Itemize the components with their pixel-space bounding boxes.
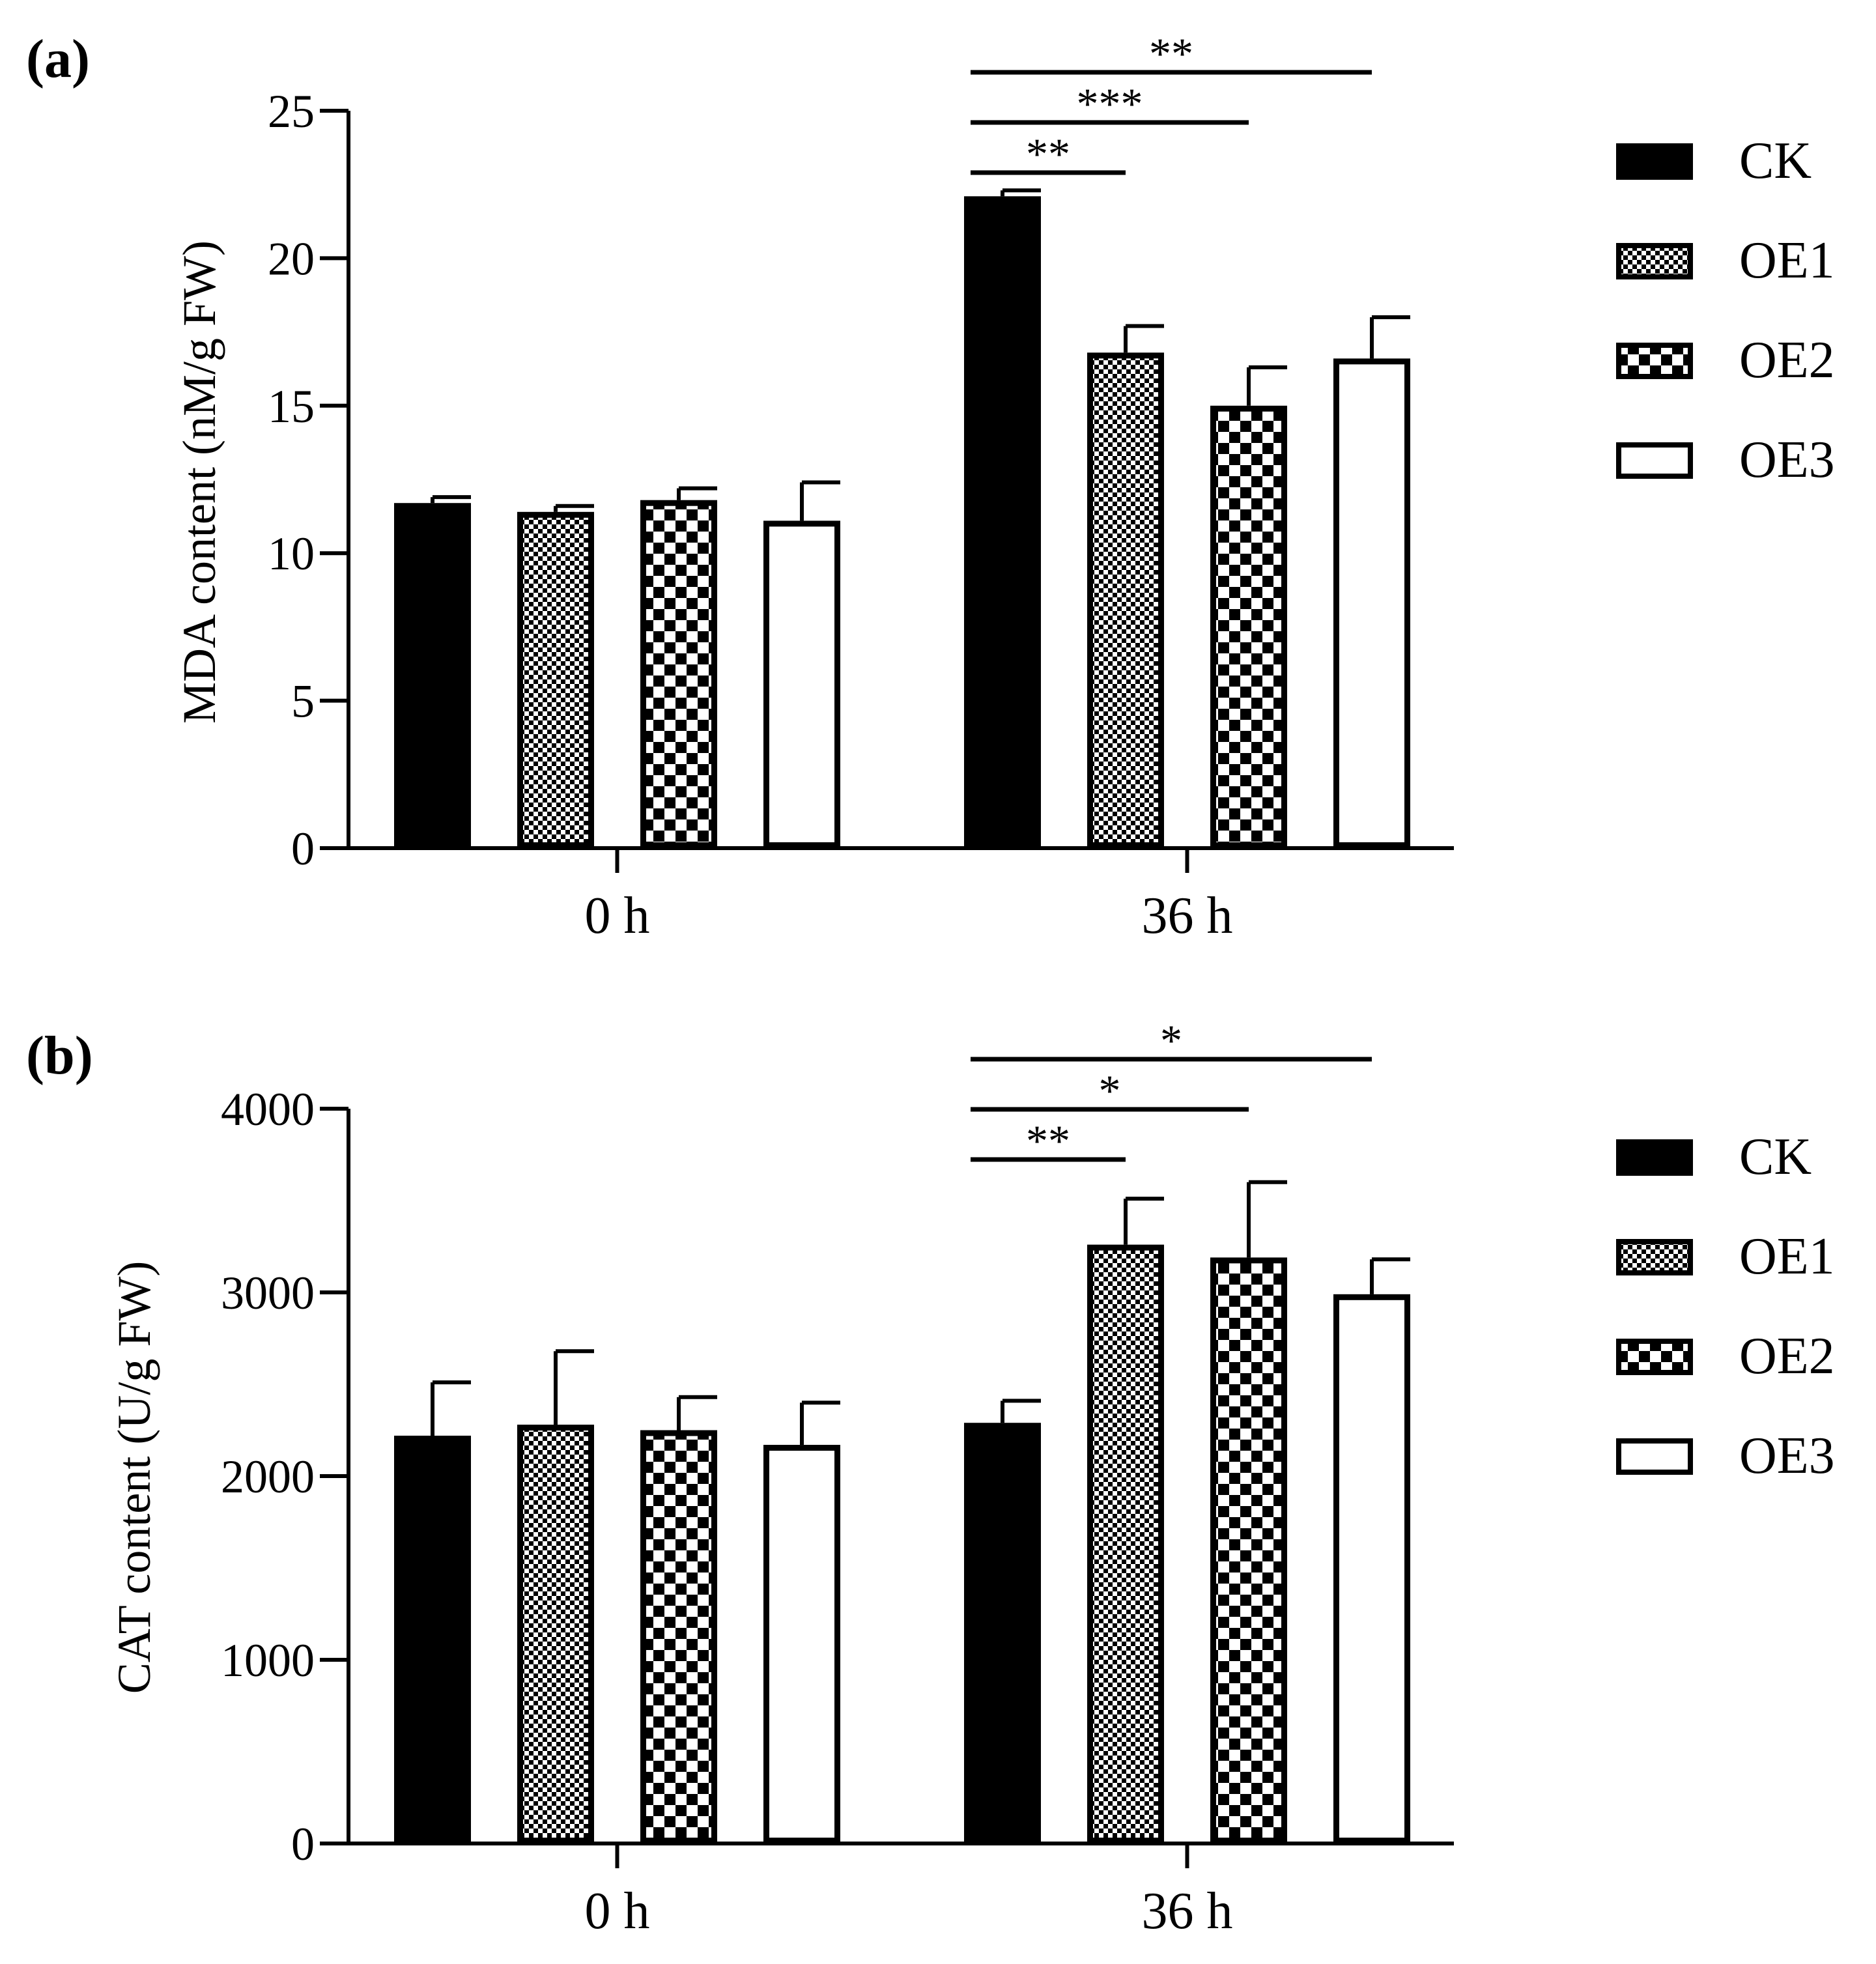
bar-ck	[394, 1435, 471, 1843]
y-tick-label: 0	[291, 823, 315, 875]
legend-label: OE2	[1739, 1328, 1835, 1385]
bar-oe1	[1087, 352, 1164, 848]
significance-label: **	[1026, 129, 1070, 178]
legend-swatch	[1616, 442, 1693, 479]
bar-ck	[964, 1423, 1041, 1843]
bar-oe2	[1210, 1257, 1287, 1844]
legend-label: OE2	[1739, 332, 1835, 389]
y-tick-label: 2000	[221, 1451, 315, 1503]
legend-label: CK	[1739, 132, 1812, 190]
y-tick-label: 0	[291, 1818, 315, 1870]
bar-oe2	[640, 500, 717, 848]
bars	[394, 1244, 1410, 1844]
bar-ck	[394, 503, 471, 848]
y-tick-label: 10	[268, 528, 315, 580]
panel-a: (a) MDA content (nM/g FW) 0 5 10 15 20 25 0 h 3…	[26, 29, 1835, 945]
bar-oe2	[640, 1430, 717, 1843]
significance-label: **	[1149, 29, 1193, 78]
bar-oe3	[1333, 358, 1410, 848]
axes: 0 1000 2000 3000 4000 0 h 36 h	[221, 1083, 1454, 1940]
significance-label: ***	[1077, 79, 1143, 128]
y-tick-label: 25	[268, 85, 315, 137]
legend: CK OE1 OE2 OE3	[1616, 1128, 1835, 1485]
bar-oe2	[1210, 405, 1287, 848]
panel-b: (b) CAT content (U/g FW) 0 1000 2000 3000 40…	[26, 1016, 1835, 1940]
y-axis-label: CAT content (U/g FW)	[108, 1261, 160, 1694]
x-tick-label: 36 h	[1142, 887, 1233, 945]
x-tick-label: 36 h	[1142, 1883, 1233, 1940]
legend-swatch	[1616, 1239, 1693, 1275]
y-tick-label: 5	[291, 676, 315, 728]
bar-oe1	[1087, 1244, 1164, 1844]
x-tick-label: 0 h	[585, 1883, 650, 1940]
legend-swatch	[1616, 1339, 1693, 1375]
bars	[394, 196, 1410, 849]
legend-swatch	[1616, 243, 1693, 279]
axes: 0 5 10 15 20 25 0 h 36 h	[268, 85, 1454, 945]
panel-label: (b)	[26, 1025, 93, 1086]
significance-label: *	[1160, 1016, 1182, 1065]
y-tick-label: 20	[268, 233, 315, 285]
legend-swatch	[1616, 143, 1693, 180]
legend-label: CK	[1739, 1128, 1812, 1186]
bar-oe3	[1333, 1294, 1410, 1843]
y-axis-label: MDA content (nM/g FW)	[173, 240, 225, 724]
significance-label: **	[1026, 1116, 1070, 1165]
legend-label: OE1	[1739, 232, 1835, 289]
x-tick-label: 0 h	[585, 887, 650, 945]
significance-brackets: *******	[971, 29, 1372, 178]
legend-swatch	[1616, 1438, 1693, 1475]
legend-swatch	[1616, 343, 1693, 379]
error-bars	[431, 1180, 1410, 1445]
bar-oe1	[517, 1425, 594, 1844]
bar-ck	[964, 196, 1041, 848]
legend-swatch	[1616, 1139, 1693, 1176]
legend: CK OE1 OE2 OE3	[1616, 132, 1835, 489]
error-bars	[431, 188, 1410, 521]
legend-label: OE1	[1739, 1228, 1835, 1285]
significance-brackets: ****	[971, 1016, 1372, 1165]
legend-label: OE3	[1739, 431, 1835, 489]
bar-oe3	[763, 1445, 840, 1844]
bar-oe3	[763, 520, 840, 849]
bar-oe1	[517, 511, 594, 848]
significance-label: *	[1099, 1066, 1121, 1115]
y-tick-label: 1000	[221, 1634, 315, 1686]
y-tick-label: 4000	[221, 1083, 315, 1135]
legend-label: OE3	[1739, 1427, 1835, 1485]
panel-label: (a)	[26, 29, 90, 89]
y-tick-label: 15	[268, 380, 315, 433]
y-tick-label: 3000	[221, 1267, 315, 1319]
